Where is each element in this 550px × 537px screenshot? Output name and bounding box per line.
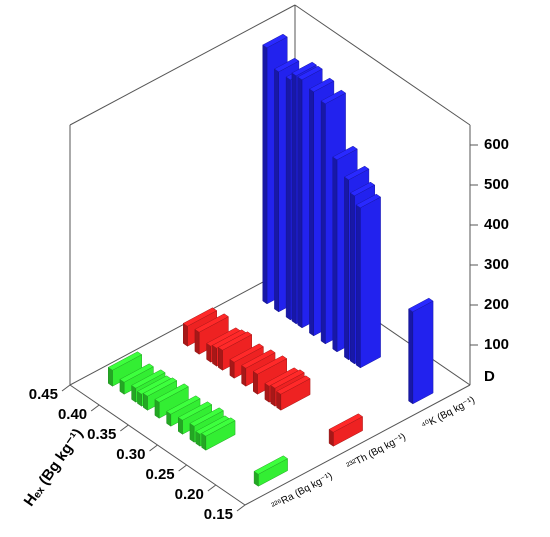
z-tick-label: 300 bbox=[484, 256, 509, 273]
bar bbox=[253, 455, 289, 487]
z-tick-label: 200 bbox=[484, 296, 509, 313]
bar-top bbox=[273, 57, 300, 73]
z-tick-label: 600 bbox=[484, 136, 509, 153]
bar-side bbox=[241, 364, 247, 387]
axis-frame bbox=[69, 4, 296, 126]
bar-side bbox=[332, 156, 338, 353]
bar-top bbox=[262, 33, 288, 49]
x-tick bbox=[120, 424, 129, 432]
axis-frame bbox=[69, 264, 296, 386]
x-tick-label: 0.45 bbox=[29, 386, 58, 403]
bar-top bbox=[291, 61, 317, 77]
z-tick-label: 100 bbox=[484, 336, 509, 353]
bar-top bbox=[252, 355, 288, 375]
x-tick bbox=[61, 384, 71, 392]
bar-top bbox=[308, 77, 335, 93]
bar-top bbox=[217, 331, 253, 351]
x-tick-label: 0.35 bbox=[87, 426, 116, 443]
bar-side bbox=[285, 76, 291, 321]
bar-side bbox=[264, 382, 270, 403]
x-tick-label: 0.25 bbox=[145, 466, 174, 483]
bar-top bbox=[142, 377, 178, 397]
bar-side bbox=[350, 192, 355, 365]
x-tick-label: 0.30 bbox=[116, 446, 145, 463]
bar-top bbox=[189, 407, 224, 427]
bar-top bbox=[131, 369, 166, 389]
bar-top bbox=[253, 455, 289, 475]
series-label: ⁴⁰K (Bq kg⁻¹) bbox=[420, 395, 477, 432]
z-axis-title: D bbox=[484, 368, 495, 385]
bar-top bbox=[328, 413, 364, 433]
x-axis-title: Hₑₓ (Bg kg⁻¹) bbox=[21, 426, 87, 510]
bar-top bbox=[177, 401, 213, 421]
x-tick bbox=[178, 464, 187, 472]
axis-frame bbox=[294, 4, 471, 126]
x-tick bbox=[236, 504, 246, 512]
bar-side bbox=[218, 346, 223, 371]
bar-top bbox=[270, 369, 305, 389]
bar-side bbox=[154, 398, 160, 419]
bar-top bbox=[320, 89, 347, 105]
bar-face bbox=[360, 196, 381, 369]
x-tick bbox=[207, 484, 217, 492]
bar-side bbox=[108, 366, 113, 387]
bar-side bbox=[194, 328, 200, 355]
bar-side bbox=[189, 422, 195, 443]
bar-side bbox=[253, 370, 258, 395]
x-tick bbox=[90, 404, 100, 412]
bar-side bbox=[229, 358, 235, 379]
bar-side bbox=[262, 44, 268, 305]
x-tick-label: 0.20 bbox=[175, 486, 204, 503]
bar-top bbox=[241, 349, 276, 369]
bar-side bbox=[297, 76, 303, 329]
bar-top bbox=[408, 297, 434, 313]
bar-side bbox=[206, 342, 212, 363]
bar-top bbox=[355, 193, 382, 209]
bar-top bbox=[182, 307, 218, 327]
bar-side bbox=[276, 390, 282, 411]
bar-top bbox=[349, 181, 376, 197]
bar-top bbox=[194, 313, 229, 333]
bar-side bbox=[291, 72, 297, 325]
bar bbox=[408, 297, 434, 405]
series-label: ²³²Th (Bq kg⁻¹) bbox=[345, 432, 408, 472]
bar-top bbox=[332, 145, 358, 161]
bar bbox=[355, 193, 382, 369]
bar-side bbox=[320, 100, 326, 345]
z-tick-label: 400 bbox=[484, 216, 509, 233]
bar-top bbox=[119, 363, 154, 383]
bar-top bbox=[343, 165, 370, 181]
bar bbox=[328, 413, 364, 447]
bar-side bbox=[355, 204, 361, 369]
bar bbox=[276, 375, 311, 411]
z-tick-label: 500 bbox=[484, 176, 509, 193]
bar-side bbox=[344, 176, 349, 361]
bar-top bbox=[154, 383, 189, 403]
bar bbox=[107, 351, 143, 387]
bar-top bbox=[107, 351, 143, 371]
bar-side bbox=[212, 344, 217, 367]
bar-face bbox=[412, 300, 434, 405]
bar-side bbox=[408, 308, 414, 405]
bar-side bbox=[309, 88, 314, 337]
bar-side bbox=[274, 68, 279, 313]
axis-frame bbox=[244, 384, 471, 506]
bar-top bbox=[297, 65, 323, 81]
bar-top bbox=[276, 375, 311, 395]
bar-side bbox=[183, 322, 188, 347]
bar-top bbox=[166, 395, 201, 415]
x-tick-label: 0.15 bbox=[204, 506, 233, 523]
bar bbox=[201, 417, 236, 451]
bar-top bbox=[229, 343, 264, 363]
x-tick bbox=[149, 444, 158, 452]
bar bbox=[154, 383, 189, 419]
series-label: ²²⁶Ra (Bq kg⁻¹) bbox=[270, 471, 334, 512]
bar-top bbox=[201, 417, 236, 437]
bar-side bbox=[270, 384, 276, 407]
x-tick-label: 0.40 bbox=[58, 406, 87, 423]
